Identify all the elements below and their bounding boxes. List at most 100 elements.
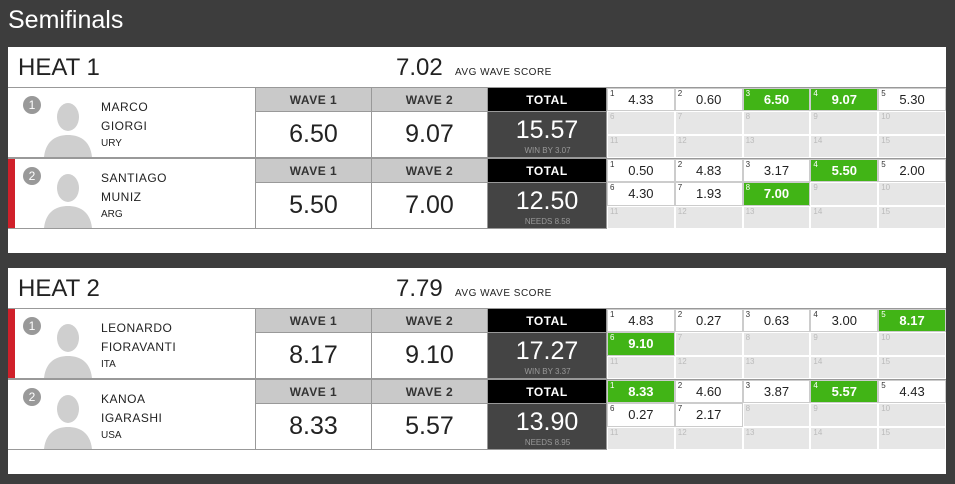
empty-cell: 13 — [742, 205, 811, 229]
empty-cell: 10 — [878, 403, 946, 427]
wave-number: 2 — [677, 310, 683, 319]
avatar-body — [44, 427, 92, 449]
empty-cell: 14 — [810, 134, 879, 158]
wave-cell: 6 9.10 — [607, 332, 675, 356]
column-label: TOTAL — [488, 88, 607, 111]
avatar-head — [57, 103, 79, 131]
wave-number: 2 — [677, 160, 683, 169]
wave-value: 5.57 — [831, 384, 857, 400]
empty-cell: 11 — [607, 355, 675, 379]
wave-cell: 8 7.00 — [742, 182, 811, 206]
empty-cell: 11 — [607, 426, 675, 450]
wave-value: 4.30 — [628, 186, 654, 202]
empty-number: 12 — [677, 356, 687, 366]
wave-score: 9.10 — [372, 332, 488, 378]
wave-cell: 1 4.83 — [607, 309, 675, 333]
wave-value: 4.60 — [696, 384, 722, 400]
leader-bar — [8, 159, 15, 228]
wave-number: 5 — [881, 160, 886, 169]
empty-number: 10 — [881, 404, 891, 414]
wave-cell: 4 3.00 — [810, 309, 879, 333]
wave-score: 9.07 — [372, 111, 488, 157]
wave-score: 8.33 — [256, 403, 372, 449]
wave-cell: 2 0.60 — [674, 88, 743, 112]
wave-number: 2 — [677, 89, 683, 98]
empty-number: 15 — [881, 356, 891, 366]
wave-value: 1.93 — [696, 186, 722, 202]
wave-cell: 6 0.27 — [607, 403, 675, 427]
empty-cell: 15 — [878, 426, 946, 450]
empty-cell: 15 — [878, 134, 946, 158]
avatar-box — [40, 166, 96, 228]
wave-number: 4 — [813, 381, 818, 390]
empty-cell: 14 — [810, 355, 879, 379]
wave-value: 5.30 — [899, 92, 925, 108]
empty-number: 9 — [813, 183, 818, 193]
wave-number: 5 — [881, 89, 886, 98]
rank-badge: 2 — [23, 167, 41, 185]
surfer-info: 1 MARCO GIORGI URY — [8, 88, 256, 157]
empty-number: 13 — [745, 356, 755, 366]
wave-value: 9.07 — [831, 92, 857, 108]
avatar-body — [44, 356, 92, 378]
wave-number: 3 — [745, 89, 751, 98]
wave-value: 4.33 — [628, 92, 654, 108]
wave-value: 8.33 — [628, 384, 654, 400]
wave-cell: 7 2.17 — [674, 403, 743, 427]
wave-number: 7 — [677, 183, 683, 193]
empty-cell: 14 — [810, 205, 879, 229]
leader-bar — [8, 309, 15, 378]
column-label: TOTAL — [488, 159, 607, 182]
total-note: NEEDS 8.95 — [524, 438, 571, 447]
surfer-row: 1 MARCO GIORGI URY WAVE 1 6.50 WAVE 2 9.07 TOTAL… — [8, 87, 946, 158]
avatar-box — [40, 387, 96, 449]
avg-label: AVG WAVE SCORE — [455, 288, 552, 299]
empty-number: 13 — [745, 427, 755, 437]
wave-cell: 5 5.30 — [878, 88, 946, 112]
column-label: WAVE 2 — [372, 309, 488, 332]
empty-number: 9 — [813, 404, 818, 414]
wave-value: 2.00 — [899, 163, 925, 179]
empty-cell: 13 — [742, 355, 811, 379]
avatar-box — [40, 95, 96, 157]
empty-number: 13 — [745, 206, 755, 216]
country: ARG — [101, 209, 123, 220]
heat-panel: HEAT 2 7.79 AVG WAVE SCORE 1 LEONARDO FIORAVA… — [8, 268, 946, 474]
wave-number: 6 — [610, 333, 615, 343]
empty-cell: 9 — [810, 332, 879, 356]
empty-number: 11 — [610, 427, 619, 437]
avg-score: 7.02 — [396, 54, 443, 81]
wave-number: 4 — [813, 160, 818, 169]
country: URY — [101, 138, 122, 149]
total-score: 12.50 — [488, 182, 607, 228]
wave-number: 8 — [745, 183, 751, 193]
surfer-row: 1 LEONARDO FIORAVANTI ITA WAVE 1 8.17 WAVE 2 9.… — [8, 308, 946, 379]
wave-cell: 4 9.07 — [810, 88, 879, 112]
empty-cell: 12 — [674, 426, 743, 450]
empty-number: 14 — [813, 135, 823, 145]
empty-cell: 14 — [810, 426, 879, 450]
avg-score: 7.79 — [396, 275, 443, 302]
wave-value: 0.60 — [696, 92, 722, 108]
total-note: WIN BY 3.37 — [524, 367, 571, 376]
avatar-box — [40, 316, 96, 378]
empty-number: 9 — [813, 112, 818, 122]
empty-number: 6 — [610, 112, 615, 122]
empty-cell: 10 — [878, 332, 946, 356]
wave-cell: 2 4.60 — [674, 380, 743, 404]
wave-cell: 2 4.83 — [674, 159, 743, 183]
wave-number: 3 — [745, 310, 751, 319]
first-name: MARCO — [101, 100, 149, 114]
avatar-head — [57, 174, 79, 202]
wave-number: 1 — [610, 310, 615, 319]
wave-value: 0.27 — [628, 407, 654, 423]
wave-value: 4.83 — [628, 313, 654, 329]
empty-cell: 9 — [810, 403, 879, 427]
wave-cell: 5 8.17 — [878, 309, 946, 333]
wave-cell: 7 1.93 — [674, 182, 743, 206]
empty-number: 10 — [881, 112, 891, 122]
empty-cell: 8 — [742, 332, 811, 356]
empty-number: 10 — [881, 333, 891, 343]
surfer-row: 2 KANOA IGARASHI USA WAVE 1 8.33 WAVE 2 5.57 TOT… — [8, 379, 946, 450]
